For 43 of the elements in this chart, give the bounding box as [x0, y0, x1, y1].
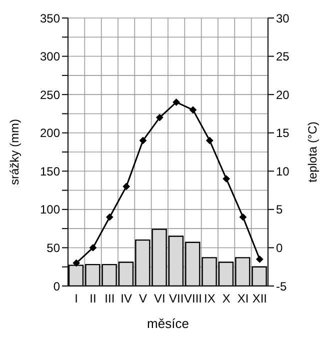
y2-tick-label: -5 — [276, 279, 287, 294]
y-tick-label: 50 — [46, 240, 60, 255]
point — [90, 244, 96, 252]
y-axis-title: srážky (mm) — [7, 119, 22, 185]
point — [240, 214, 246, 221]
x-tick-label: III — [104, 292, 115, 306]
x-tick-label: XII — [252, 292, 268, 306]
point — [140, 137, 146, 144]
x-tick-label: VII — [168, 292, 184, 306]
x-tick-label: I — [74, 292, 78, 306]
y-tick-label: 100 — [40, 202, 60, 217]
x-tick-label: IV — [120, 292, 132, 306]
x-tick-label: IX — [204, 292, 216, 306]
point — [156, 114, 164, 122]
x-tick-label: VIII — [184, 292, 202, 306]
y2-tick-label: 15 — [276, 126, 290, 140]
point — [72, 260, 80, 267]
x-tick-label: V — [138, 292, 148, 306]
x-tick-label: VI — [154, 292, 166, 306]
point — [190, 106, 196, 114]
y2-tick-label: 0 — [276, 240, 283, 255]
x-axis-title: měsíce — [147, 316, 189, 331]
point — [256, 256, 264, 263]
point — [106, 214, 114, 221]
y2-tick-label: 30 — [276, 11, 290, 26]
y-tick-label: 350 — [40, 11, 60, 26]
x-tick-label: X — [222, 292, 230, 306]
y-tick-label: 150 — [40, 164, 60, 178]
y-tick-label: 200 — [40, 126, 60, 140]
y2-axis-title: teplota (°C) — [305, 122, 320, 182]
y-tick-label: 250 — [40, 88, 60, 102]
y2-tick-label: 20 — [276, 88, 290, 102]
y-tick-label: 0 — [53, 279, 60, 294]
x-tick-label: XI — [237, 292, 249, 306]
y2-tick-label: 5 — [276, 202, 283, 217]
point — [206, 137, 214, 144]
y-tick-label: 300 — [40, 50, 60, 64]
point — [122, 182, 130, 190]
point — [222, 175, 230, 182]
x-tick-label: II — [90, 292, 96, 306]
point — [172, 98, 180, 106]
y2-tick-label: 10 — [276, 164, 290, 178]
y2-tick-label: 25 — [276, 50, 290, 64]
